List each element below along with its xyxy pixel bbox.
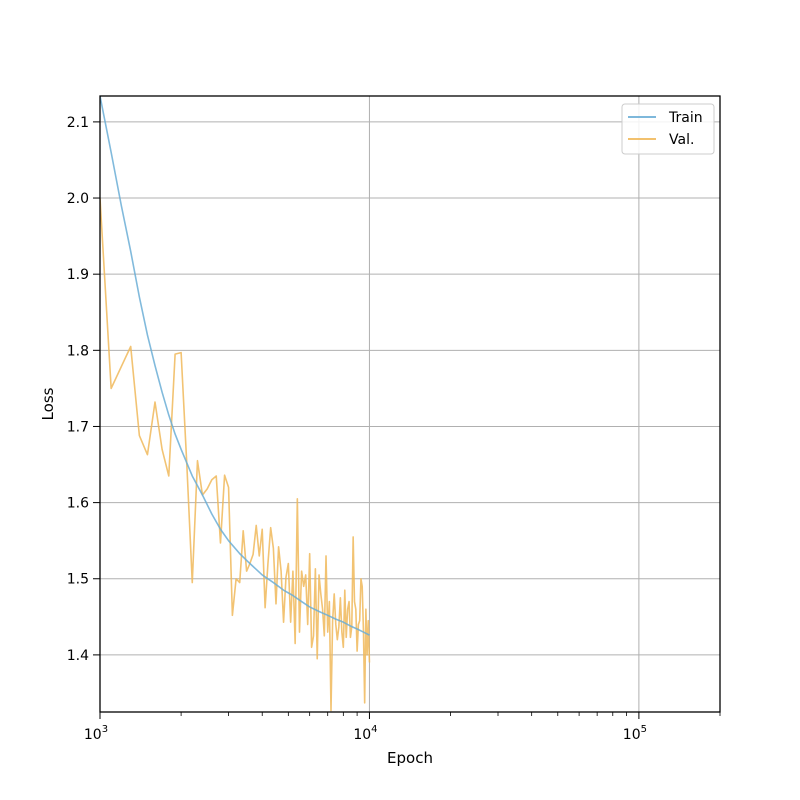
y-tick-label: 1.5 [67, 572, 89, 588]
legend: Train Val. [621, 103, 715, 155]
plot-frame [99, 95, 721, 713]
y-axis-title: Loss [39, 387, 57, 420]
y-tick-label: 2.0 [67, 191, 89, 207]
y-tick-label: 1.8 [67, 343, 89, 359]
x-tick-label: 105 [623, 724, 647, 743]
x-axis-title: Epoch [387, 749, 433, 767]
x-tick-label: 103 [84, 724, 108, 743]
legend-label: Train [668, 110, 703, 126]
grid [99, 96, 720, 712]
y-tick-label: 2.1 [67, 115, 89, 131]
x-tick-label: 104 [353, 724, 377, 743]
y-tick-label: 1.4 [67, 648, 89, 664]
axis-ticks: 103 104 105 1.4 1.5 1.6 1.7 1.8 1.9 2.0 2.1 [67, 115, 721, 743]
y-tick-label: 1.7 [67, 419, 89, 435]
y-tick-label: 1.6 [67, 496, 89, 512]
series-group [100, 96, 371, 712]
series-line-train [100, 96, 370, 636]
y-tick-label: 1.9 [67, 267, 89, 283]
series-lines [100, 96, 371, 712]
legend-label: Val. [669, 132, 694, 148]
